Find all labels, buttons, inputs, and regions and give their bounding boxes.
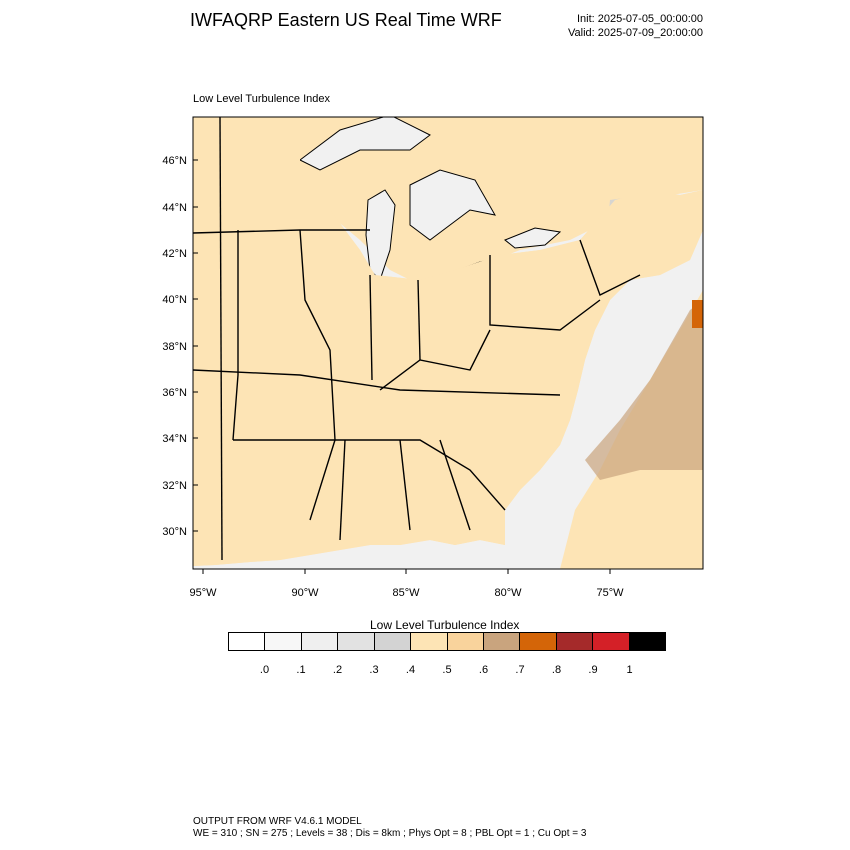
latitude-label: 38°N (162, 341, 187, 353)
colorbar-swatch (447, 633, 484, 650)
colorbar-swatch (265, 633, 302, 650)
colorbar-title: Low Level Turbulence Index (370, 618, 520, 632)
colorbar-swatch (374, 633, 412, 650)
colorbar-swatch (301, 633, 339, 650)
longitude-label: 95°W (189, 587, 217, 599)
page-title: IWFAQRP Eastern US Real Time WRF (190, 10, 502, 30)
lake-ontario (504, 227, 562, 249)
longitude-label: 75°W (596, 587, 624, 599)
lake-superior (299, 117, 431, 171)
colorbar-swatch (483, 633, 521, 650)
colorbar-swatch (593, 633, 630, 650)
map-frame (192, 116, 704, 570)
longitude-axis: 95°W 90°W 85°W 80°W 75°W (189, 569, 624, 599)
latitude-label: 44°N (162, 202, 187, 214)
offshore-peak (692, 300, 703, 328)
latitude-label: 34°N (162, 433, 187, 445)
longitude-label: 85°W (392, 587, 420, 599)
colorbar-tick-label: .6 (478, 664, 489, 676)
colorbar-tick-label: .3 (369, 664, 379, 676)
model-config-line: WE = 310 ; SN = 275 ; Levels = 38 ; Dis … (193, 828, 587, 839)
lake-michigan (365, 189, 396, 281)
colorbar-tick-label: .5 (442, 664, 452, 676)
colorbar-tick-label: .4 (405, 664, 416, 676)
latitude-label: 30°N (162, 526, 187, 538)
latitude-label: 36°N (162, 387, 187, 399)
colorbar-swatch (229, 633, 266, 650)
map-field-label: Low Level Turbulence Index (193, 93, 330, 105)
colorbar-tick-label: .1 (296, 664, 306, 676)
longitude-label: 80°W (494, 587, 522, 599)
latitude-label: 40°N (162, 294, 187, 306)
colorbar-tick-label: .0 (259, 664, 270, 676)
valid-time: Valid: 2025-07-09_20:00:00 (568, 27, 703, 39)
latitude-axis: 46°N 44°N 42°N 40°N 38°N 36°N 34°N 32°N 30°N (162, 155, 198, 538)
init-time: Init: 2025-07-05_00:00:00 (577, 13, 703, 25)
lake-huron (409, 169, 496, 241)
colorbar (228, 632, 666, 651)
model-info-line: OUTPUT FROM WRF V4.6.1 MODEL (193, 816, 362, 827)
latitude-label: 42°N (162, 248, 187, 260)
colorbar-tick-label: .9 (588, 664, 598, 676)
colorbar-tick-label: .2 (332, 664, 343, 676)
colorbar-swatch (520, 633, 557, 650)
colorbar-swatch (411, 633, 448, 650)
colorbar-swatch (629, 633, 666, 650)
state-borders (193, 117, 641, 561)
colorbar-swatch (338, 633, 375, 650)
colorbar-tick-labels: .0 .1 .2 .3 .4 .5 .6 .7 .8 .9 1 (228, 664, 666, 680)
offshore-high-zone (585, 300, 703, 480)
colorbar-tick-label: .8 (551, 664, 562, 676)
colorbar-swatch (556, 633, 594, 650)
latitude-label: 46°N (162, 155, 187, 167)
colorbar-tick-label: 1 (626, 664, 633, 676)
longitude-label: 90°W (291, 587, 319, 599)
latitude-label: 32°N (162, 480, 187, 492)
colorbar-tick-label: .7 (515, 664, 525, 676)
